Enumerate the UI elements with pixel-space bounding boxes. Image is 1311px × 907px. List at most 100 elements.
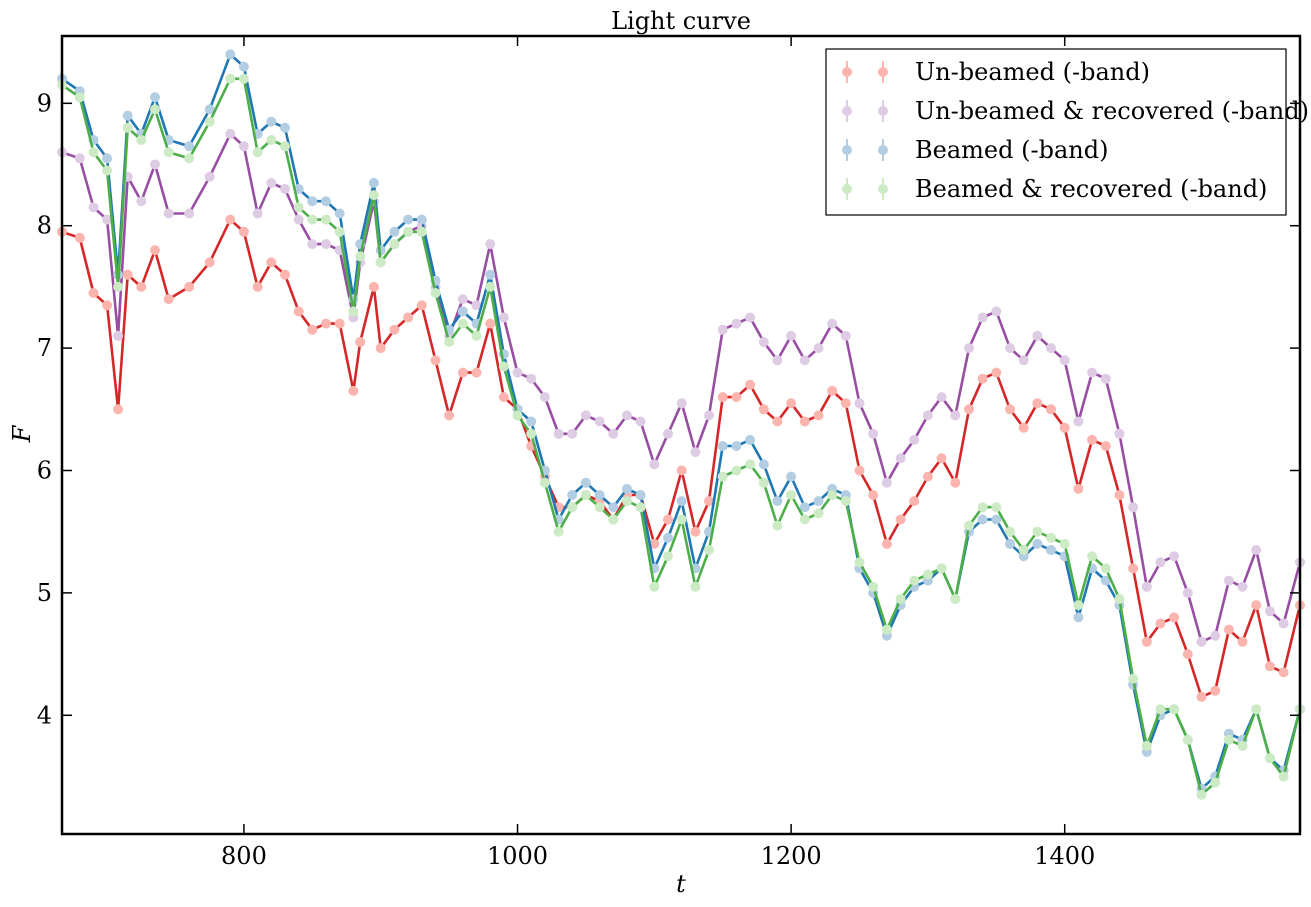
data-point [102, 153, 113, 164]
data-point [1128, 502, 1139, 513]
data-point [1073, 416, 1084, 427]
data-point [881, 477, 892, 488]
data-point [676, 496, 687, 507]
data-point [1223, 734, 1234, 745]
data-point [368, 177, 379, 188]
data-point [1169, 612, 1180, 623]
data-point [334, 208, 345, 219]
data-point [485, 239, 496, 250]
data-point [1032, 398, 1043, 409]
data-point [280, 184, 290, 194]
data-point [895, 594, 906, 604]
data-point [444, 337, 455, 347]
data-point [758, 404, 769, 415]
ticks-layer: 800 1000 1200 1400 4 5 6 7 8 9 [37, 36, 1300, 870]
data-point [786, 471, 797, 482]
data-point [663, 428, 673, 439]
data-point [936, 392, 947, 403]
data-point [1114, 594, 1125, 604]
data-point [368, 190, 379, 201]
data-point [102, 165, 113, 176]
data-point [786, 330, 797, 341]
data-point [649, 581, 660, 592]
data-point [977, 312, 988, 323]
data-point [238, 226, 249, 237]
data-point [102, 300, 113, 311]
legend-marker [878, 106, 888, 116]
data-point [88, 288, 99, 298]
data-point [964, 404, 974, 415]
data-point [526, 373, 537, 384]
data-point [553, 428, 564, 439]
data-point [280, 141, 290, 152]
data-point [389, 226, 400, 237]
data-point [252, 281, 263, 292]
data-point [950, 410, 961, 421]
data-point [594, 502, 605, 513]
data-point [307, 214, 318, 225]
data-point [580, 490, 591, 500]
data-point [471, 330, 482, 341]
legend-marker [842, 67, 852, 77]
data-point [266, 177, 277, 188]
series-line [61, 218, 1302, 699]
legend-entry: Beamed & recovered (-band) [842, 175, 1267, 203]
y-tick-label: 9 [37, 89, 52, 117]
data-point [690, 447, 701, 458]
data-point [1210, 630, 1221, 641]
data-point [1182, 734, 1193, 745]
data-point [977, 502, 988, 513]
data-point [608, 514, 619, 525]
data-point [567, 502, 578, 513]
data-point [266, 135, 277, 145]
data-point [348, 385, 359, 396]
data-point [293, 214, 304, 225]
data-point [498, 392, 509, 403]
legend: Un-beamed (-band) Un-beamed & recovered (… [825, 48, 1309, 216]
data-point [786, 490, 797, 500]
data-point [1032, 538, 1043, 549]
data-point [663, 532, 673, 543]
data-point [1169, 551, 1180, 562]
data-point [1046, 343, 1056, 354]
y-tick-label: 5 [37, 579, 52, 607]
data-point [150, 92, 160, 103]
data-point [1114, 428, 1125, 439]
data-point [922, 471, 933, 482]
data-point [1100, 373, 1111, 384]
data-point [485, 318, 496, 329]
data-point [799, 416, 810, 427]
legend-marker [842, 184, 852, 194]
data-point [122, 122, 133, 133]
legend-label: Beamed & recovered (-band) [915, 175, 1267, 203]
data-point [252, 147, 263, 158]
data-point [1005, 404, 1015, 415]
data-point [895, 453, 906, 464]
data-point [163, 208, 174, 219]
data-point [690, 526, 701, 537]
data-point [1237, 740, 1248, 751]
data-point [1018, 422, 1029, 433]
data-point [676, 398, 687, 409]
data-point [1264, 606, 1275, 617]
data-point [88, 202, 99, 213]
data-point [580, 477, 591, 488]
data-point [334, 318, 345, 329]
data-point [280, 269, 290, 280]
data-point [964, 343, 974, 354]
data-point [498, 361, 509, 372]
data-point [457, 306, 468, 317]
data-point [1155, 618, 1166, 629]
data-point [1141, 636, 1152, 647]
data-point [799, 502, 810, 513]
data-point [252, 208, 263, 219]
data-point [772, 355, 783, 366]
data-point [827, 318, 838, 329]
data-point [136, 135, 147, 145]
y-tick-label: 6 [37, 456, 52, 484]
data-point [136, 281, 147, 292]
x-tick-label: 1200 [761, 842, 822, 870]
data-point [1073, 483, 1084, 494]
data-point [163, 294, 174, 305]
